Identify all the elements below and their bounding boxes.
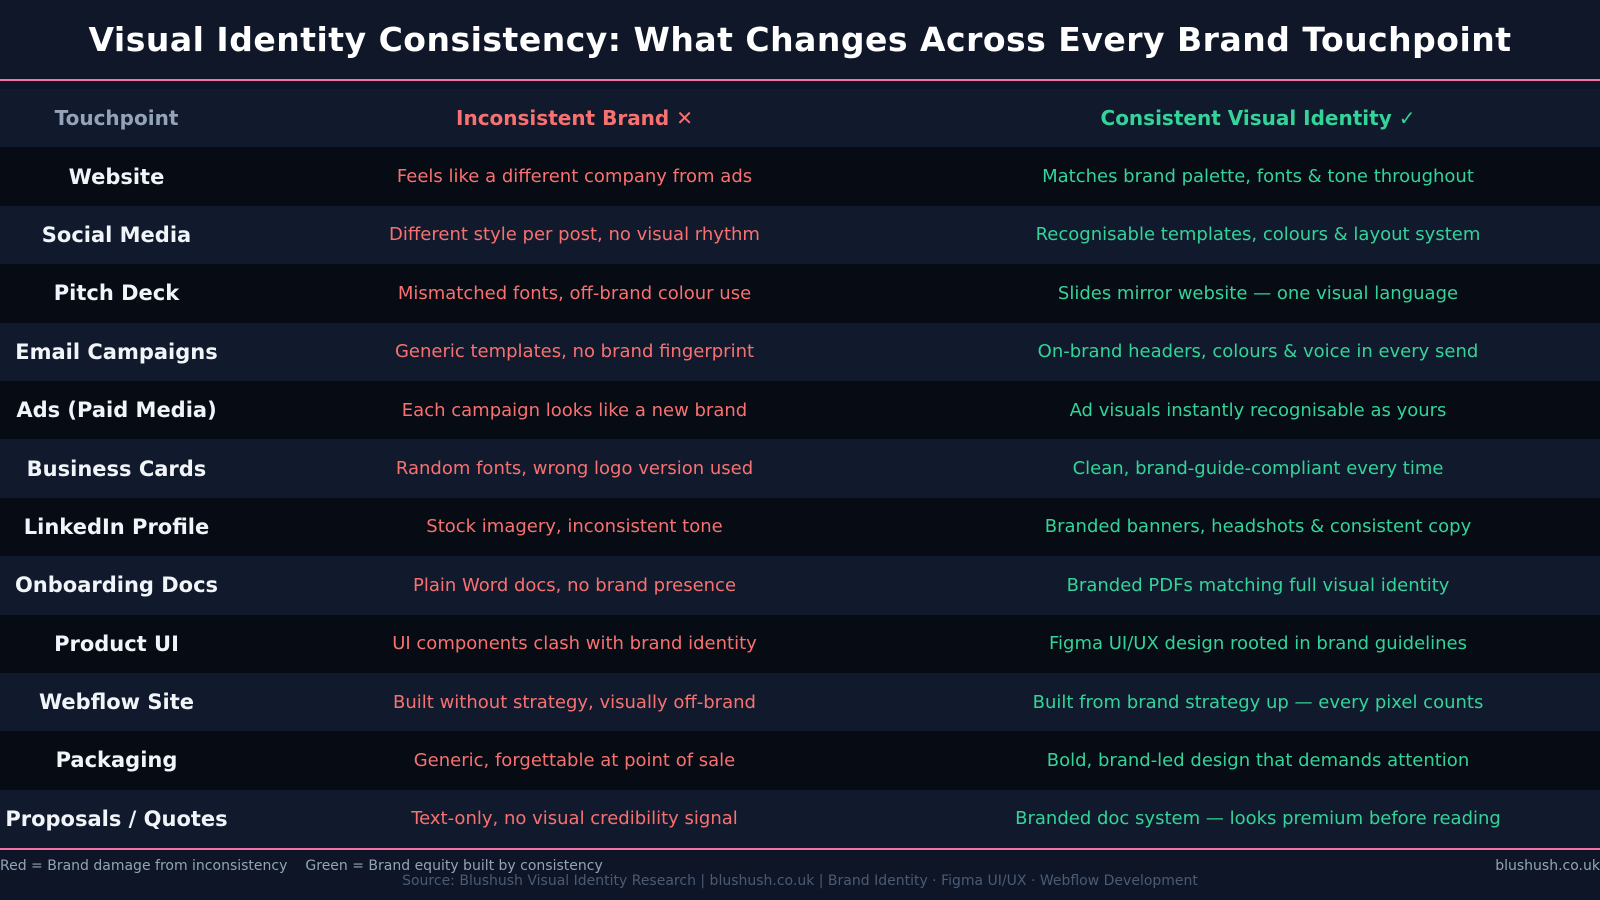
consistent-cell: Clean, brand-guide-compliant every time — [1072, 458, 1444, 480]
consistent-cell: Branded doc system — looks premium befor… — [1015, 808, 1501, 830]
inconsistent-cell: UI components clash with brand identity — [392, 633, 757, 655]
table-header-row: Touchpoint Inconsistent Brand ✕ Consiste… — [0, 89, 1600, 148]
inconsistent-cell: Stock imagery, inconsistent tone — [426, 516, 723, 538]
page-title: Visual Identity Consistency: What Change… — [88, 20, 1512, 59]
touchpoint-cell: Pitch Deck — [53, 281, 180, 306]
inconsistent-cell: Text-only, no visual credibility signal — [411, 808, 738, 830]
inconsistent-cell: Different style per post, no visual rhyt… — [389, 224, 760, 246]
consistent-cell: Recognisable templates, colours & layout… — [1035, 224, 1481, 246]
touchpoint-cell: Business Cards — [26, 456, 207, 481]
inconsistent-cell: Random fonts, wrong logo version used — [395, 458, 754, 480]
consistent-cell: Built from brand strategy up — every pix… — [1032, 691, 1484, 713]
table-row: Proposals / Quotes Text-only, no visual c… — [0, 789, 1600, 849]
table-row: Onboarding Docs Plain Word docs, no brand… — [0, 556, 1600, 615]
inconsistent-cell: Generic templates, no brand fingerprint — [394, 341, 755, 363]
touchpoint-cell: Email Campaigns — [15, 339, 218, 364]
header-inconsistent: Inconsistent Brand ✕ — [456, 106, 693, 131]
consistent-cell: Branded PDFs matching full visual identi… — [1066, 574, 1450, 596]
table-body: Website Feels like a different company fr… — [0, 147, 1600, 849]
touchpoint-cell: Website — [68, 164, 165, 189]
table-row: Website Feels like a different company fr… — [0, 147, 1600, 206]
header-touchpoint: Touchpoint — [54, 106, 179, 131]
consistent-cell: Bold, brand-led design that demands atte… — [1046, 749, 1470, 771]
inconsistent-cell: Each campaign looks like a new brand — [401, 399, 748, 421]
touchpoint-cell: Proposals / Quotes — [5, 806, 228, 831]
table-row: Product UI UI components clash with brand… — [0, 614, 1600, 673]
consistent-cell: Slides mirror website — one visual langu… — [1057, 282, 1459, 304]
touchpoint-cell: Packaging — [55, 748, 178, 773]
source-line: Source: Blushush Visual Identity Researc… — [402, 873, 1198, 889]
header-consistent: Consistent Visual Identity ✓ — [1100, 106, 1416, 131]
table-row: Packaging Generic, forgettable at point o… — [0, 731, 1600, 790]
touchpoint-cell: Social Media — [41, 222, 192, 247]
touchpoint-cell: Webflow Site — [39, 690, 194, 715]
consistent-cell: On-brand headers, colours & voice in eve… — [1037, 341, 1479, 363]
table-row: Webflow Site Built without strategy, visu… — [0, 672, 1600, 732]
inconsistent-cell: Generic, forgettable at point of sale — [413, 749, 736, 771]
legend-red: Red = Brand damage from inconsistency — [0, 858, 288, 874]
inconsistent-cell: Feels like a different company from ads — [396, 166, 753, 188]
title-bar: Visual Identity Consistency: What Change… — [0, 0, 1600, 81]
site-link[interactable]: blushush.co.uk — [1495, 858, 1600, 874]
inconsistent-cell: Mismatched fonts, off-brand colour use — [397, 282, 752, 304]
table-row: LinkedIn Profile Stock imagery, inconsist… — [0, 497, 1600, 557]
touchpoint-cell: LinkedIn Profile — [23, 514, 210, 539]
table-row: Email Campaigns Generic templates, no bra… — [0, 322, 1600, 381]
consistent-cell: Branded banners, headshots & consistent … — [1044, 516, 1472, 538]
footer-divider — [0, 848, 1600, 850]
legend: Red = Brand damage from inconsistency Gre… — [0, 858, 603, 874]
touchpoint-cell: Ads (Paid Media) — [16, 398, 217, 423]
table-row: Business Cards Random fonts, wrong logo v… — [0, 439, 1600, 498]
consistent-cell: Ad visuals instantly recognisable as you… — [1069, 399, 1447, 421]
consistent-cell: Figma UI/UX design rooted in brand guide… — [1048, 633, 1468, 655]
touchpoint-cell: Product UI — [54, 631, 179, 656]
table-row: Social Media Different style per post, no… — [0, 205, 1600, 265]
comparison-table: Touchpoint Inconsistent Brand ✕ Consiste… — [0, 89, 1600, 849]
inconsistent-cell: Built without strategy, visually off-bra… — [393, 691, 756, 713]
table-row: Pitch Deck Mismatched fonts, off-brand co… — [0, 264, 1600, 323]
consistent-cell: Matches brand palette, fonts & tone thro… — [1042, 166, 1474, 188]
table-row: Ads (Paid Media) Each campaign looks like… — [0, 380, 1600, 440]
inconsistent-cell: Plain Word docs, no brand presence — [412, 574, 737, 596]
touchpoint-cell: Onboarding Docs — [14, 573, 219, 598]
legend-green: Green = Brand equity built by consistenc… — [305, 858, 603, 874]
